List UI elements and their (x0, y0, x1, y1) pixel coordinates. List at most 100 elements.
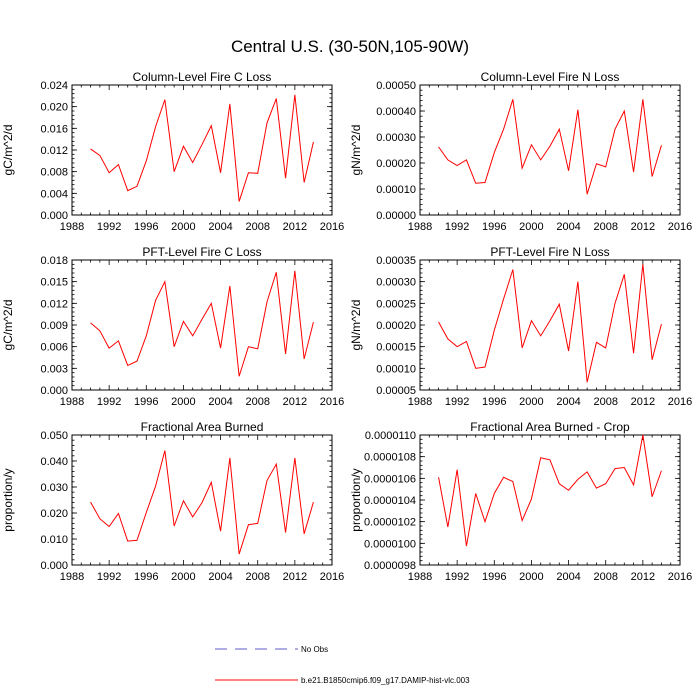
legend: No Obs b.e21.B1850cmip6.f09_g17.DAMIP-hi… (215, 645, 470, 685)
x-tick-label: 2000 (519, 396, 543, 408)
y-tick-label: 0.024 (40, 80, 68, 92)
x-tick-label: 2008 (593, 221, 617, 233)
x-tick-label: 2000 (171, 396, 195, 408)
series-line-1 (438, 264, 662, 383)
x-tick-label: 1996 (134, 571, 158, 583)
x-tick-label: 1992 (97, 221, 121, 233)
y-tick-label: 0.00020 (376, 320, 416, 332)
y-tick-label: 0.008 (40, 167, 68, 179)
x-tick-label: 2012 (283, 221, 307, 233)
x-tick-label: 2012 (631, 571, 655, 583)
x-tick-label: 1992 (445, 396, 469, 408)
series-line-1 (90, 270, 314, 377)
y-tick-label: 0.000 (40, 385, 68, 397)
y-axis-label: gC/m^2/d (1, 125, 15, 176)
x-tick-label: 2008 (245, 396, 269, 408)
y-tick-label: 0.0000104 (364, 495, 416, 507)
y-tick-label: 0.0000100 (364, 538, 416, 550)
x-tick-label: 2004 (556, 221, 580, 233)
y-tick-label: 0.00030 (376, 277, 416, 289)
chart-panel-2: Column-Level Fire N Loss gN/m^2/d 1988 1992… (349, 70, 692, 233)
series-line-1 (438, 99, 662, 195)
y-tick-label: 0.00030 (376, 132, 416, 144)
x-tick-label: 2016 (320, 221, 344, 233)
x-tick-label: 1988 (60, 221, 84, 233)
x-tick-label: 1996 (482, 396, 506, 408)
y-tick-label: 0.016 (40, 123, 68, 135)
x-tick-label: 2008 (245, 571, 269, 583)
x-tick-label: 1992 (97, 396, 121, 408)
panel-title: PFT-Level Fire C Loss (142, 245, 261, 259)
x-tick-label: 1992 (445, 571, 469, 583)
y-tick-label: 0.020 (40, 508, 68, 520)
y-tick-label: 0.00040 (376, 106, 416, 118)
x-tick-label: 2000 (171, 221, 195, 233)
y-axis-label: gN/m^2/d (349, 125, 363, 176)
x-tick-label: 2008 (593, 571, 617, 583)
x-tick-label: 2000 (171, 571, 195, 583)
x-tick-label: 2012 (283, 571, 307, 583)
plot-frame (71, 259, 333, 391)
x-tick-label: 1996 (134, 221, 158, 233)
y-tick-label: 0.00020 (376, 158, 416, 170)
x-tick-label: 2016 (320, 571, 344, 583)
y-axis-label: proportion/y (349, 468, 363, 531)
y-tick-label: 0.000 (40, 560, 68, 572)
y-tick-label: 0.000 (40, 210, 68, 222)
x-tick-label: 2004 (556, 396, 580, 408)
y-tick-label: 0.009 (40, 320, 68, 332)
x-tick-label: 1992 (97, 571, 121, 583)
plot-frame (419, 434, 681, 566)
x-tick-label: 2016 (320, 396, 344, 408)
y-tick-label: 0.018 (40, 255, 68, 267)
y-tick-label: 0.00050 (376, 80, 416, 92)
x-tick-label: 2016 (668, 571, 692, 583)
y-tick-label: 0.020 (40, 102, 68, 114)
plot-frame (71, 84, 333, 216)
y-axis-label: gN/m^2/d (349, 300, 363, 351)
x-tick-label: 2008 (593, 396, 617, 408)
panel-title: Column-Level Fire N Loss (481, 70, 620, 84)
y-axis-label: proportion/y (1, 468, 15, 531)
y-tick-label: 0.00000 (376, 210, 416, 222)
figure-title: Central U.S. (30-50N,105-90W) (231, 37, 469, 56)
x-tick-label: 1988 (408, 396, 432, 408)
panel-title: PFT-Level Fire N Loss (490, 245, 609, 259)
x-tick-label: 2016 (668, 396, 692, 408)
x-tick-label: 2012 (631, 221, 655, 233)
y-tick-label: 0.00035 (376, 255, 416, 267)
y-axis-label: gC/m^2/d (1, 300, 15, 351)
x-tick-label: 1988 (408, 221, 432, 233)
x-tick-label: 2016 (668, 221, 692, 233)
panel-title: Column-Level Fire C Loss (133, 70, 272, 84)
x-tick-label: 2000 (519, 221, 543, 233)
chart-panel-6: Fractional Area Burned - Crop proportion/… (349, 420, 692, 583)
y-tick-label: 0.030 (40, 482, 68, 494)
y-tick-label: 0.004 (40, 188, 68, 200)
y-tick-label: 0.00010 (376, 184, 416, 196)
y-tick-label: 0.015 (40, 277, 68, 289)
legend-label-no-obs: No Obs (301, 645, 328, 654)
x-tick-label: 2004 (208, 221, 232, 233)
y-tick-label: 0.00005 (376, 385, 416, 397)
chart-panels: Column-Level Fire C Loss gC/m^2/d 1988 1992… (1, 70, 692, 583)
x-tick-label: 2012 (631, 396, 655, 408)
x-tick-label: 2004 (208, 396, 232, 408)
x-tick-label: 1992 (445, 221, 469, 233)
y-tick-label: 0.00025 (376, 298, 416, 310)
y-tick-label: 0.00010 (376, 363, 416, 375)
chart-panel-5: Fractional Area Burned proportion/y 1988 19… (1, 420, 344, 583)
series-line-1 (90, 450, 314, 555)
y-tick-label: 0.003 (40, 363, 68, 375)
x-tick-label: 1988 (60, 396, 84, 408)
plot-frame (71, 434, 333, 566)
x-tick-label: 1988 (408, 571, 432, 583)
y-tick-label: 0.012 (40, 298, 68, 310)
y-tick-label: 0.012 (40, 145, 68, 157)
x-tick-label: 2008 (245, 221, 269, 233)
x-tick-label: 2004 (208, 571, 232, 583)
x-tick-label: 2000 (519, 571, 543, 583)
series-line-1 (438, 434, 662, 547)
y-tick-label: 0.0000108 (364, 452, 416, 464)
